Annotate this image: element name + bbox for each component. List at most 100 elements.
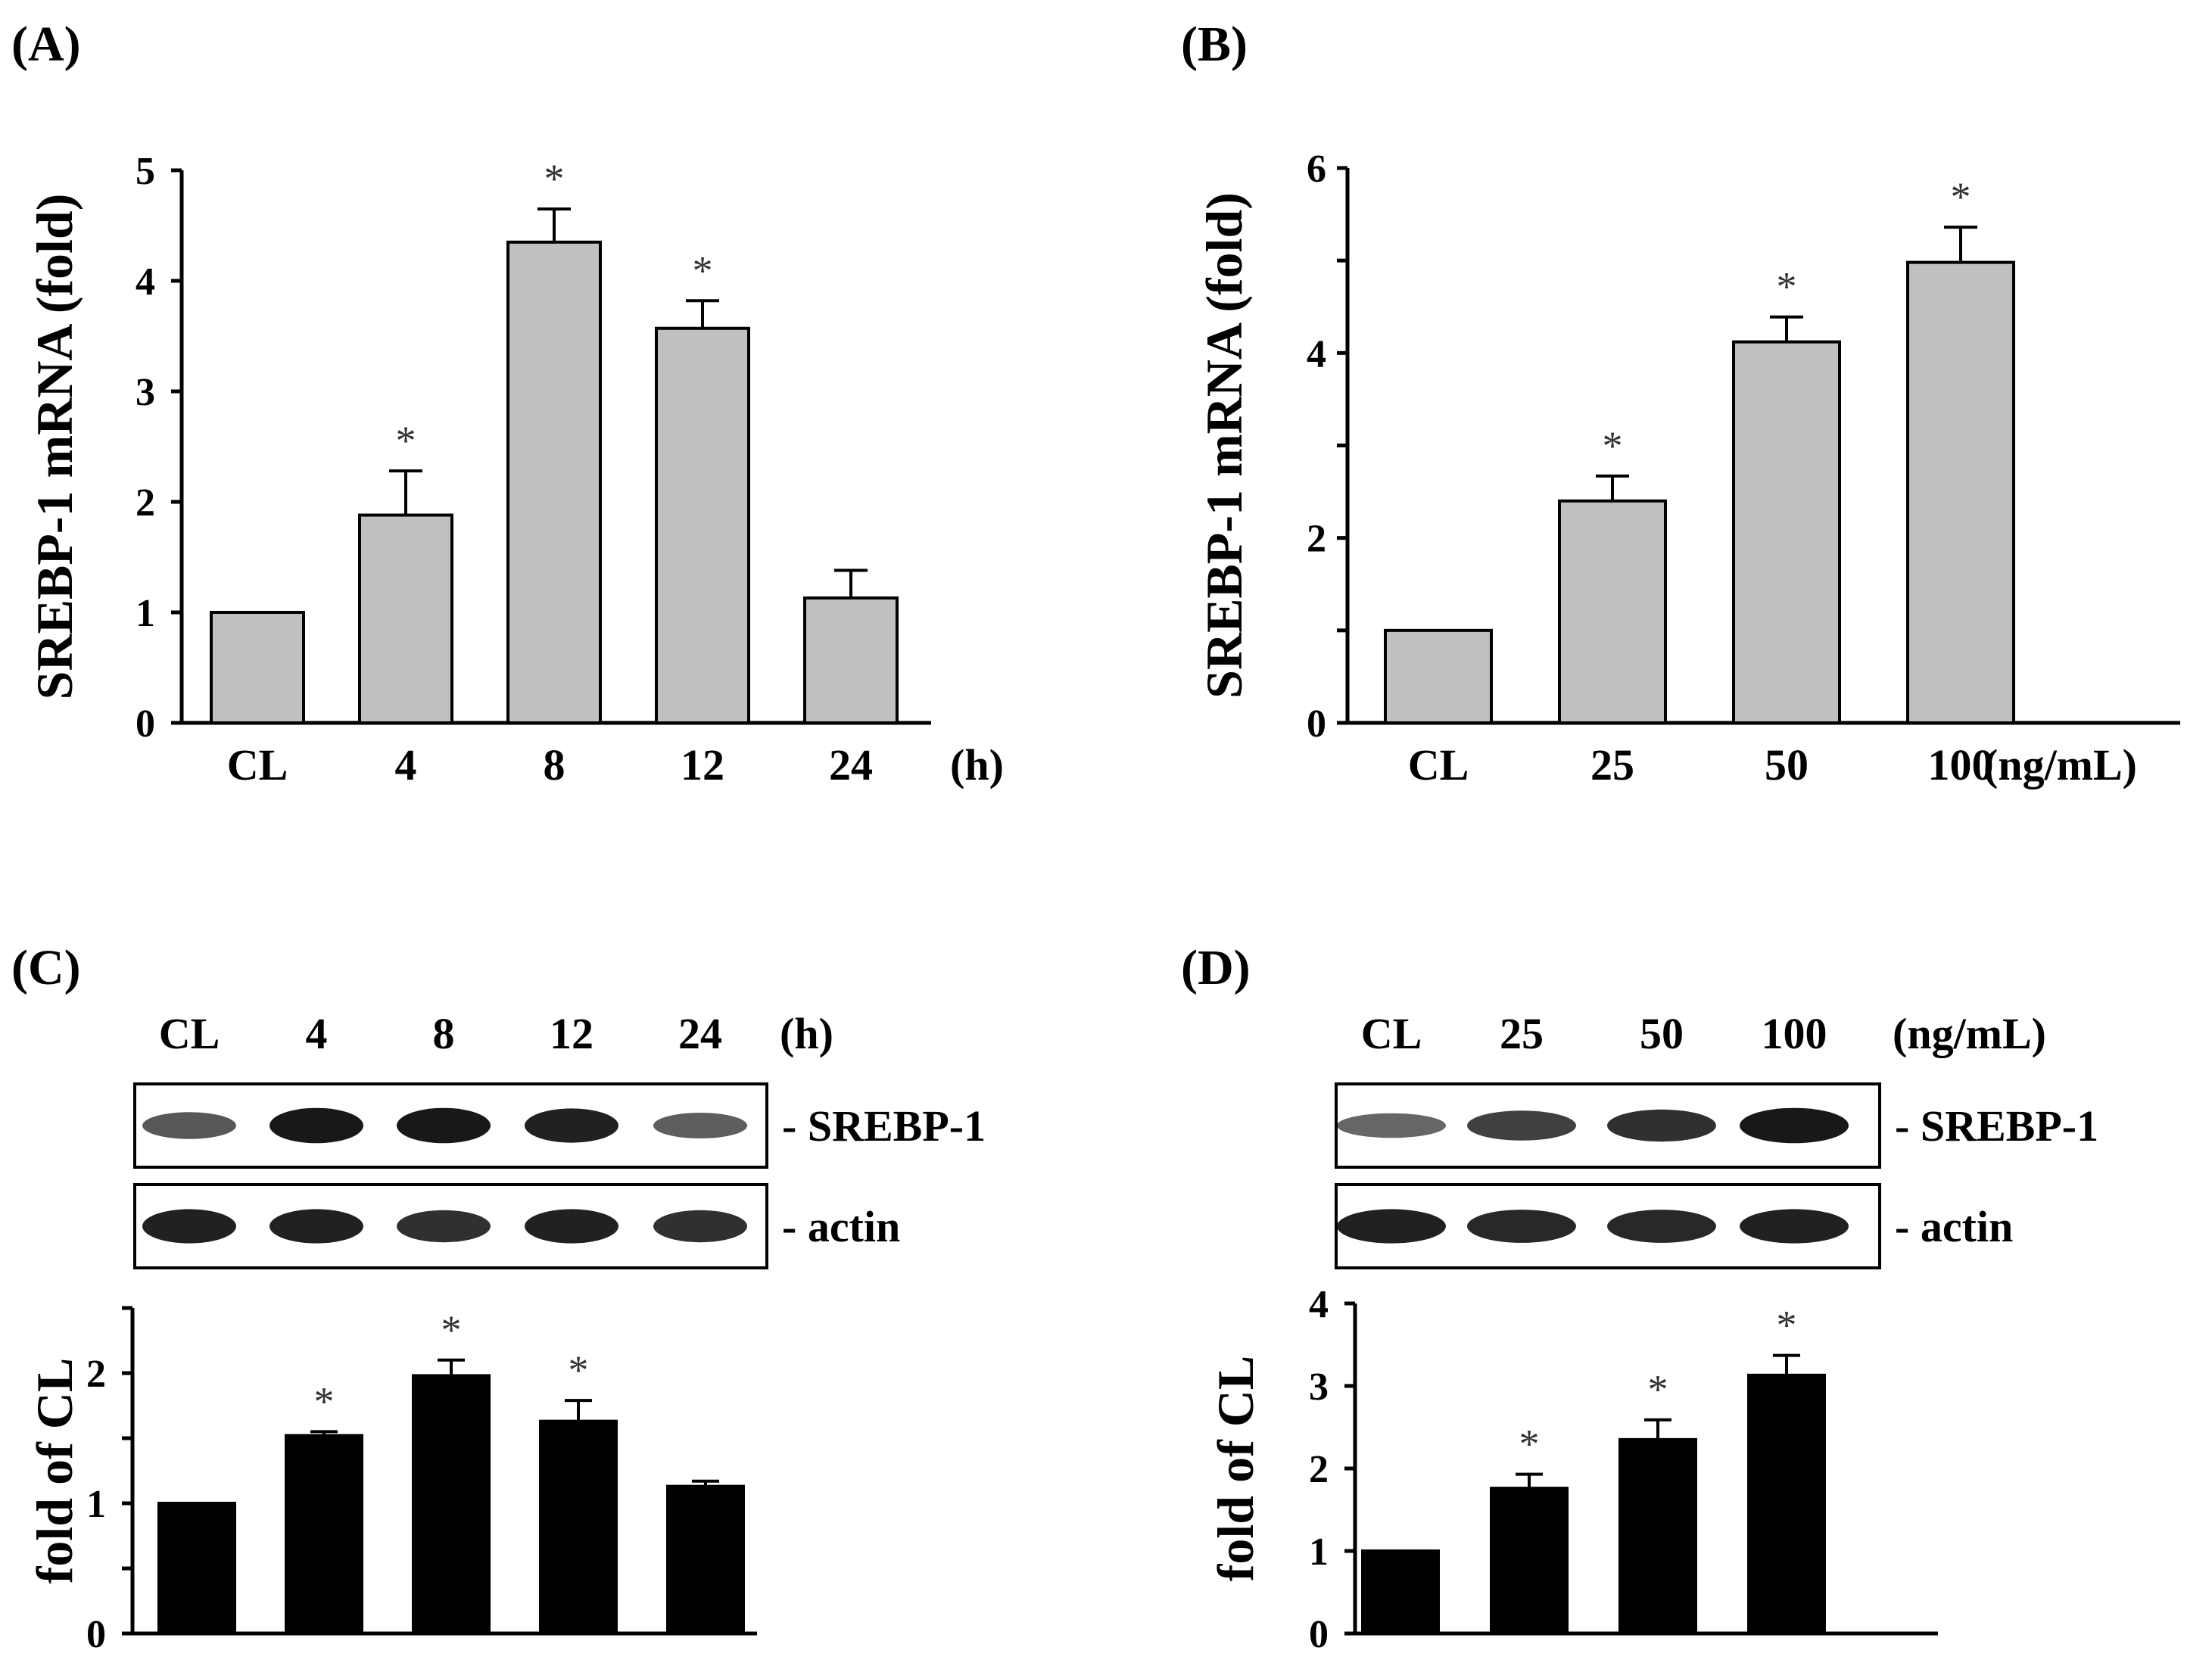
actin-band [653, 1210, 747, 1243]
panel-label-a: (A) [11, 17, 81, 72]
y-tick-label: 0 [1307, 702, 1326, 746]
lane-label: 12 [550, 1009, 594, 1058]
lane-label: 4 [306, 1009, 328, 1058]
bar [1490, 1487, 1569, 1636]
srebp-band [1607, 1109, 1716, 1142]
significance-star: * [1603, 423, 1623, 469]
y-tick-label: 1 [86, 1483, 106, 1526]
x-tick-label: 8 [544, 740, 565, 789]
actin-band [525, 1209, 618, 1244]
lane-label: CL [159, 1009, 220, 1058]
y-tick-label: 4 [136, 260, 155, 304]
srebp-band [653, 1113, 747, 1138]
y-tick-label: 1 [136, 592, 155, 635]
y-tick-label: 3 [136, 371, 155, 414]
x-tick-label: 24 [829, 740, 873, 789]
srebp-band [1467, 1110, 1576, 1141]
significance-star: * [441, 1307, 462, 1353]
actin-label: - actin [1895, 1202, 2013, 1251]
actin-band [1740, 1209, 1849, 1244]
bar [1384, 628, 1493, 724]
actin-label: - actin [782, 1202, 900, 1251]
actin-band [269, 1209, 363, 1244]
significance-star: * [1519, 1422, 1540, 1467]
significance-star: * [693, 248, 713, 293]
bar [1747, 1373, 1826, 1635]
x-unit-label: (ng/mL) [1983, 740, 2137, 789]
bar [285, 1434, 363, 1636]
panel-label-c: (C) [11, 940, 81, 995]
srebp-band [1740, 1107, 1849, 1144]
srebp-band [1337, 1113, 1446, 1138]
lane-unit-label: (h) [780, 1009, 833, 1058]
y-axis-label: fold of CL [26, 1358, 83, 1584]
bar [210, 611, 305, 724]
actin-band [142, 1209, 236, 1244]
significance-star: * [1951, 174, 1971, 220]
actin-band [1467, 1210, 1576, 1243]
y-tick-label: 4 [1309, 1283, 1329, 1326]
srebp-band [397, 1107, 491, 1144]
bar [666, 1484, 745, 1636]
y-tick-label: 2 [136, 481, 155, 525]
actin-band [1607, 1210, 1716, 1243]
bar [1361, 1549, 1440, 1635]
x-tick-label: CL [1408, 740, 1469, 789]
x-tick-label: 100 [1928, 740, 1994, 789]
lane-label: CL [1361, 1009, 1422, 1058]
y-tick-label: 0 [1309, 1613, 1329, 1656]
significance-star: * [1777, 1303, 1797, 1348]
lane-label: 8 [433, 1009, 455, 1058]
y-axis-label: SREBP-1 mRNA (fold) [1195, 192, 1253, 699]
western-blot-d: CL 25 50 100 (ng/mL) - SREBP-1 - actin [1335, 1009, 2098, 1269]
panel-label-b: (B) [1181, 17, 1248, 72]
lane-unit-label: (ng/mL) [1893, 1009, 2046, 1058]
y-tick-label: 0 [86, 1613, 106, 1656]
lane-label: 100 [1762, 1009, 1827, 1058]
srebp-label: - SREBP-1 [782, 1101, 986, 1151]
significance-star: * [569, 1347, 589, 1393]
y-tick-label: 6 [1307, 148, 1326, 191]
srebp-band [269, 1107, 363, 1144]
y-axis-label: SREBP-1 mRNA (fold) [26, 194, 83, 700]
srebp-band [142, 1112, 236, 1139]
srebp-band [525, 1108, 618, 1143]
actin-band [397, 1210, 491, 1243]
bar [412, 1374, 491, 1635]
significance-star: * [314, 1378, 335, 1424]
chart-b: 0 2 4 6 SREBP-1 mRNA (fold) CL * 25 * 50 * 100(ng/m… [1195, 148, 2180, 789]
bar [803, 596, 899, 725]
bar [539, 1419, 618, 1635]
lane-label: 50 [1640, 1009, 1684, 1058]
significance-star: * [1648, 1367, 1668, 1412]
western-blot-c: CL 4 8 12 24 (h) - SREBP-1 - actin [133, 1009, 986, 1269]
y-tick-label: 3 [1309, 1366, 1329, 1409]
bar [1732, 340, 1841, 724]
bar [655, 326, 750, 724]
x-unit-label: (h) [950, 740, 1004, 789]
significance-star: * [1777, 264, 1797, 310]
bar [1618, 1437, 1697, 1635]
y-tick-label: 0 [136, 702, 155, 746]
x-tick-label: 4 [395, 740, 417, 789]
y-tick-label: 1 [1309, 1531, 1329, 1574]
y-axis-label: fold of CL [1207, 1356, 1264, 1581]
x-tick-label: 25 [1590, 740, 1634, 789]
x-tick-label: 12 [681, 740, 724, 789]
x-tick-label: CL [227, 740, 288, 789]
y-tick-label: 2 [86, 1353, 106, 1396]
significance-star: * [396, 418, 416, 463]
srebp-label: - SREBP-1 [1895, 1101, 2098, 1151]
bar [1906, 260, 2015, 724]
lane-label: 24 [678, 1009, 722, 1058]
panel-label-d: (D) [1181, 940, 1251, 995]
lane-label: 25 [1500, 1009, 1544, 1058]
y-tick-label: 4 [1307, 332, 1326, 375]
x-tick-label: 50 [1765, 740, 1809, 789]
y-tick-label: 2 [1307, 518, 1326, 561]
actin-band [1337, 1209, 1446, 1244]
bar [1558, 499, 1667, 724]
chart-d: 0 1 2 3 4 fold of CL * * * [1207, 1283, 1938, 1656]
